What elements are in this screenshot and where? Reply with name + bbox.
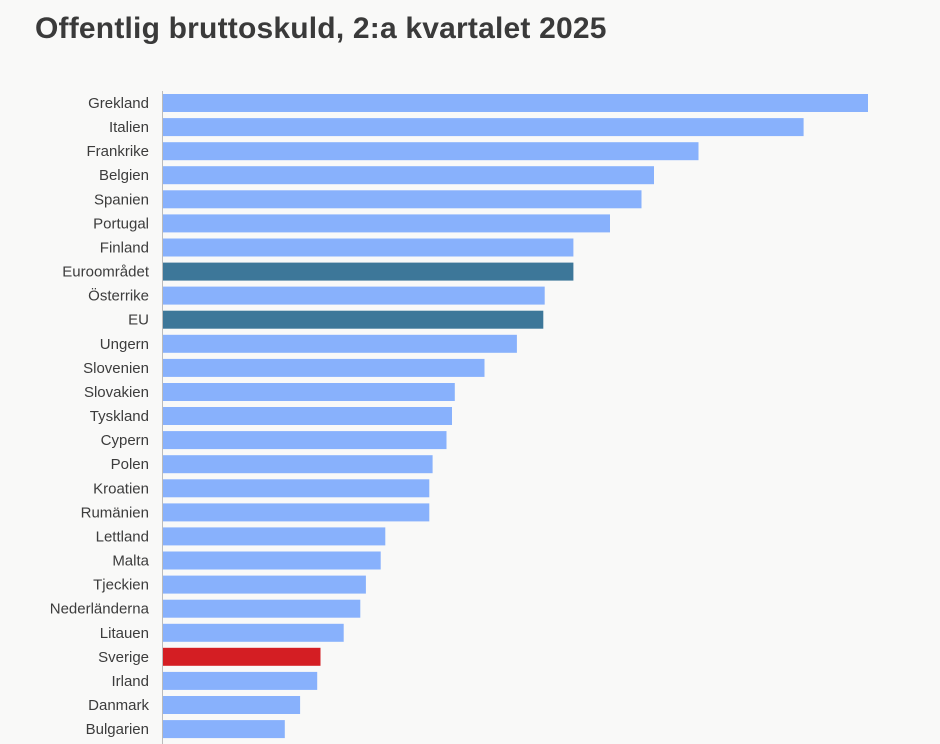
bar-polen: [163, 455, 433, 474]
bar-kroatien: [163, 479, 430, 498]
bar-finland: [163, 238, 574, 257]
category-label-irland: Irland: [111, 673, 149, 690]
category-label-nederlanderna: Nederländerna: [50, 601, 150, 618]
category-label-litauen: Litauen: [100, 625, 149, 642]
category-label-bulgarien: Bulgarien: [86, 721, 149, 738]
bar-portugal: [163, 214, 610, 233]
category-label-malta: Malta: [112, 553, 149, 570]
bar-slovakien: [163, 383, 455, 401]
bar-danmark: [163, 696, 301, 714]
bar-sverige: [163, 647, 321, 666]
category-label-ungern: Ungern: [100, 336, 149, 353]
category-label-danmark: Danmark: [88, 697, 149, 714]
category-label-belgien: Belgien: [99, 167, 149, 184]
category-label-lettland: Lettland: [96, 528, 149, 545]
chart-title: Offentlig bruttoskuld, 2:a kvartalet 202…: [35, 12, 607, 45]
bar-nederlanderna: [163, 599, 361, 618]
bar-bulgarien: [163, 720, 285, 739]
category-label-cypern: Cypern: [101, 432, 149, 449]
bar-slovenien: [163, 358, 485, 377]
bar-irland: [163, 671, 318, 690]
bar-spanien: [163, 190, 642, 209]
category-label-polen: Polen: [111, 456, 149, 473]
bar-cypern: [163, 431, 447, 450]
bar-rumanien: [163, 503, 430, 522]
bar-belgien: [163, 166, 654, 185]
bar-euroomradet: [163, 262, 574, 281]
bar-tjeckien: [163, 575, 366, 594]
bar-ungern: [163, 334, 517, 353]
bar-lettland: [163, 527, 386, 546]
bar-grekland: [163, 94, 868, 112]
bar-osterrike: [163, 286, 545, 305]
category-label-spanien: Spanien: [94, 191, 149, 208]
category-label-eu: EU: [128, 312, 149, 329]
bar-tyskland: [163, 407, 452, 425]
category-label-sverige: Sverige: [98, 649, 149, 666]
category-label-italien: Italien: [109, 119, 149, 136]
bar-frankrike: [163, 142, 699, 161]
category-label-slovakien: Slovakien: [84, 384, 149, 401]
category-label-frankrike: Frankrike: [86, 143, 149, 160]
category-label-finland: Finland: [100, 240, 149, 257]
category-label-grekland: Grekland: [88, 95, 149, 112]
bar-eu: [163, 310, 544, 329]
category-label-rumanien: Rumänien: [81, 504, 149, 521]
category-label-slovenien: Slovenien: [83, 360, 149, 377]
bar-malta: [163, 551, 381, 570]
category-label-osterrike: Österrike: [88, 287, 149, 305]
bar-litauen: [163, 623, 344, 642]
category-label-tjeckien: Tjeckien: [93, 577, 149, 594]
category-label-portugal: Portugal: [93, 215, 149, 232]
category-label-tyskland: Tyskland: [90, 408, 149, 425]
bar-italien: [163, 118, 804, 137]
category-label-euroomradet: Euroområdet: [62, 264, 150, 281]
category-label-kroatien: Kroatien: [93, 480, 149, 497]
